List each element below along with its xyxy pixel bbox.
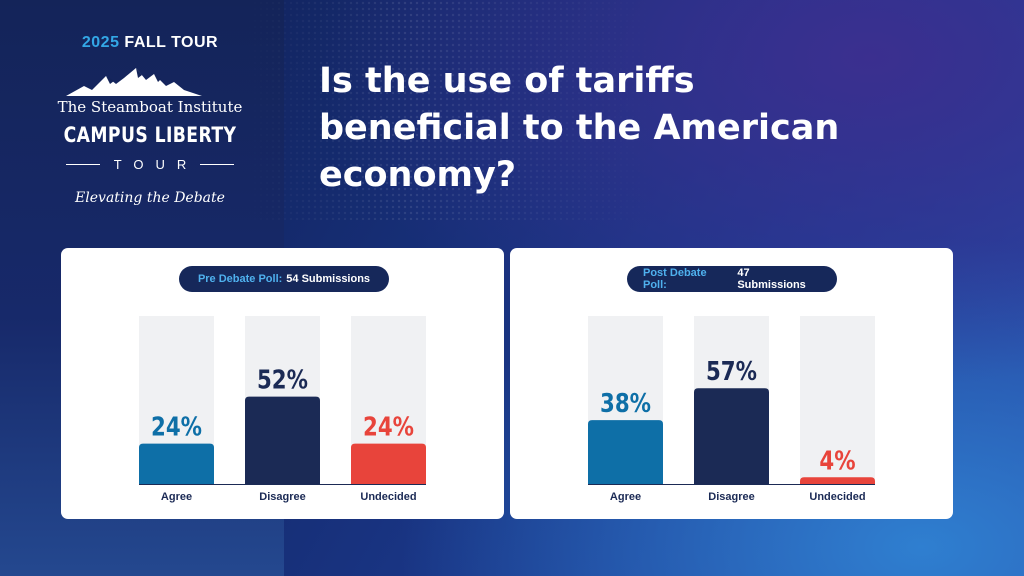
mountain-logo-icon — [66, 68, 202, 96]
category-label-agree: Agree — [161, 491, 192, 503]
poll-question: Is the use of tariffs beneficial to the … — [319, 61, 840, 195]
category-label-undecided: Undecided — [809, 491, 865, 503]
pre-debate-header: Pre Debate Poll: 54 Submissions — [179, 266, 389, 292]
institute-name: The Steamboat Institute — [57, 98, 243, 116]
dot-pattern — [240, 0, 660, 220]
bar-disagree — [694, 388, 769, 484]
bar-undecided — [800, 477, 875, 484]
tour-word: TOUR — [113, 156, 199, 172]
value-label-agree: 24% — [151, 412, 202, 443]
value-label-agree: 38% — [600, 388, 651, 419]
value-label-undecided: 24% — [363, 412, 414, 443]
category-label-undecided: Undecided — [360, 491, 416, 503]
bar-agree — [588, 420, 663, 484]
post-debate-submissions: 47 Submissions — [737, 267, 806, 291]
tour-year-heading: 2025 FALL TOUR — [0, 34, 300, 52]
divider — [200, 163, 235, 165]
pre-debate-label: Pre Debate Poll: — [197, 273, 283, 285]
post-debate-label: Post Debate Poll: — [643, 267, 707, 291]
bar-undecided — [351, 443, 426, 484]
bar-track-undecided — [800, 316, 875, 484]
value-label-disagree: 52% — [257, 365, 308, 396]
divider — [66, 163, 100, 165]
program-name: CAMPUS LIBERTY — [63, 123, 237, 147]
bar-agree — [139, 443, 214, 484]
category-label-disagree: Disagree — [259, 491, 305, 503]
tour-wordmark: TOUR — [66, 156, 235, 172]
pre-debate-submissions: 54 Submissions — [286, 273, 371, 285]
tour-season: FALL TOUR — [124, 34, 219, 51]
category-label-disagree: Disagree — [708, 491, 754, 503]
value-label-undecided: 4% — [819, 445, 855, 476]
bar-disagree — [245, 396, 320, 484]
post-debate-header: Post Debate Poll: 47 Submissions — [627, 266, 837, 292]
tour-year: 2025 — [81, 34, 120, 51]
pre-debate-card: Pre Debate Poll: 54 Submissions 24% Agree… — [61, 248, 504, 519]
post-debate-chart: 38% Agree 57% Disagree 4% Undecided — [588, 316, 875, 503]
category-label-agree: Agree — [610, 491, 641, 503]
pre-debate-chart: 24% Agree 52% Disagree 24% Undecided — [139, 316, 426, 503]
tagline: Elevating the Debate — [75, 190, 225, 206]
post-debate-card: Post Debate Poll: 47 Submissions 38% Agre… — [510, 248, 953, 519]
value-label-disagree: 57% — [706, 356, 757, 387]
